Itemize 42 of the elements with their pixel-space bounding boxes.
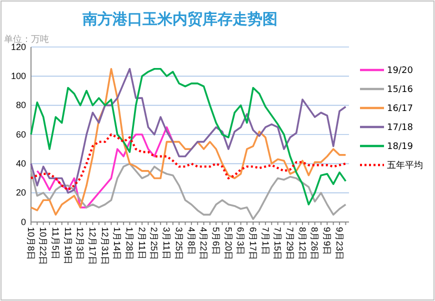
x-tick-label: 4月8日 xyxy=(186,227,196,256)
line-series xyxy=(30,133,347,192)
x-tick-label: 12月31日 xyxy=(100,227,110,266)
x-tick-label: 1月28日 xyxy=(124,227,135,260)
x-tick-label: 7月29日 xyxy=(284,227,295,260)
x-tick-label: 5月6日 xyxy=(210,227,221,256)
line-series xyxy=(36,126,174,208)
legend-label: 18/19 xyxy=(387,142,414,152)
x-tick-label: 8月12日 xyxy=(297,227,308,260)
y-tick-label: 0 xyxy=(20,216,26,227)
x-tick-label: 6月3日 xyxy=(236,227,246,256)
x-tick-label: 3月11日 xyxy=(162,227,172,260)
x-tick-label: 6月17日 xyxy=(248,227,258,260)
x-tick-label: 12月3日 xyxy=(75,227,86,260)
x-tick-label: 1月14日 xyxy=(112,227,122,260)
x-tick-label: 5月20日 xyxy=(223,227,234,260)
y-tick-label: 100 xyxy=(10,71,26,82)
y-tick-label: 60 xyxy=(16,129,26,140)
y-tick-label: 20 xyxy=(16,188,26,198)
legend-label: 五年平均 xyxy=(387,160,423,172)
x-tick-label: 4月22日 xyxy=(198,227,209,260)
x-tick-label: 2月11日 xyxy=(136,227,147,260)
y-tick-label: 40 xyxy=(16,158,26,169)
legend-label: 15/16 xyxy=(387,85,414,96)
x-tick-label: 8月26日 xyxy=(310,227,320,260)
x-tick-label: 10月22日 xyxy=(38,227,48,266)
x-tick-label: 10月8日 xyxy=(26,227,36,260)
x-tick-label: 11月5日 xyxy=(50,227,61,260)
legend-label: 19/20 xyxy=(387,66,414,76)
x-tick-label: 7月1日 xyxy=(260,227,270,256)
x-tick-label: 7月15日 xyxy=(272,227,283,260)
legend-label: 17/18 xyxy=(387,123,414,134)
x-tick-label: 3月25日 xyxy=(174,227,184,260)
x-tick-label: 11月19日 xyxy=(62,227,73,264)
x-tick-label: 12月17日 xyxy=(88,227,98,266)
y-tick-label: 80 xyxy=(16,100,26,110)
legend-label: 16/17 xyxy=(387,104,413,114)
line-series xyxy=(30,162,347,220)
chart-title: 南方港口玉米内贸库存走势图 xyxy=(82,10,278,28)
x-tick-label: 2月25日 xyxy=(149,227,160,260)
x-tick-label: 9月9日 xyxy=(322,227,332,256)
x-tick-label: 9月23日 xyxy=(334,227,344,260)
